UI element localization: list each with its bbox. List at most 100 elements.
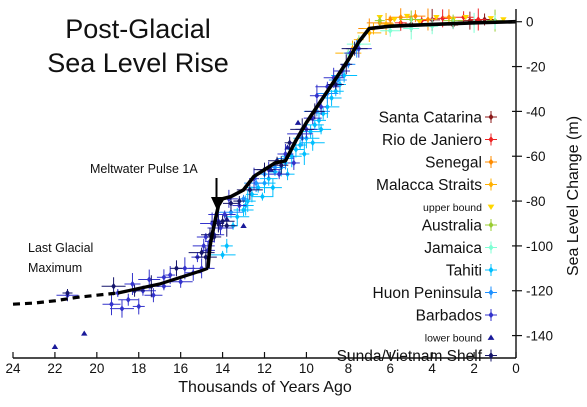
data-point-barbados [125,296,131,303]
y-axis-label: Sea Level Change (m) [565,116,582,276]
data-point-barbados [314,92,320,99]
legend: Santa Catarina Rio de Janiero Senegal Malac… [337,110,497,365]
data-point-huon-peninsula [253,179,259,187]
x-tick-label: 16 [173,361,188,376]
legend-label-huon-peninsula: Huon Peninsula [373,285,483,302]
legend-label-lower-bound: lower bound [425,333,482,345]
data-point-barbados [130,280,135,288]
x-tick-label: 4 [428,361,436,376]
legend-marker-sunda-vietnam-shelf [488,352,494,359]
trend-curve-main [206,19,517,269]
data-point-upper-bound [487,16,495,22]
data-point-sunda-vietnam-shelf [174,265,179,272]
data-point-sunda-vietnam-shelf [228,200,234,207]
data-point-upper-bound [500,17,507,23]
data-point-upper-bound [462,15,469,21]
data-point-barbados [146,276,152,283]
data-point-tahiti [312,121,318,129]
data-point-barbados [119,305,125,312]
x-tick-label: 24 [5,361,21,376]
y-tick-label: -80 [526,194,546,209]
data-point-barbados [182,265,188,272]
data-point-barbados [161,274,167,281]
data-point-lower-bound [294,119,302,125]
legend-label-tahiti: Tahiti [446,263,482,280]
data-point-sunda-vietnam-shelf [287,139,293,146]
data-point-tahiti [293,146,299,153]
data-point-barbados [115,289,121,297]
data-point-sunda-vietnam-shelf [236,197,242,205]
data-point-tahiti [341,72,347,79]
data-point-sunda-vietnam-shelf [65,289,70,297]
data-point-huon-peninsula [228,209,234,216]
data-point-barbados [167,271,173,279]
legend-marker-rio-de-janiero [488,136,494,143]
data-point-barbados [218,224,223,232]
data-point-sunda-vietnam-shelf [224,222,230,229]
legend-marker-malacca-straits [488,181,494,188]
legend-marker-barbados [488,311,494,319]
data-point-upper-bound [416,19,423,25]
data-point-lower-bound [240,222,247,228]
axes-group: 24 22 20 18 16 14 12 10 8 6 4 2 00-20-40-60-80-100-1… [5,9,553,376]
chart-title-group: Post-Glacial Sea Level Rise [47,14,229,78]
y-tick-label: -40 [526,104,546,119]
y-tick-label: -20 [526,60,546,75]
data-point-sunda-vietnam-shelf [111,283,116,290]
data-point-barbados [201,242,207,250]
data-point-senegal [387,16,393,23]
annotation-maximum: Maximum [28,261,82,275]
legend-label-upper-bound: upper bound [423,202,482,214]
data-point-tahiti [241,206,246,214]
data-point-tahiti [324,103,330,111]
legend-label-santa-catarina: Santa Catarina [379,110,483,127]
data-point-barbados [222,211,228,218]
data-point-tahiti [220,251,225,259]
data-point-australia [377,17,383,24]
data-point-tahiti [333,88,339,95]
legend-label-sunda-vietnam-shelf: Sunda/Vietnam Shelf [337,348,483,365]
x-tick-label: 20 [89,361,104,376]
data-point-jamaica [387,27,393,34]
annotation-last-glacial: Last Glacial [28,241,93,255]
y-tick-label: 0 [526,15,534,30]
x-tick-label: 6 [386,361,394,376]
legend-marker-upper-bound [487,204,495,211]
legend-marker-santa-catarina [488,113,494,121]
legend-label-jamaica: Jamaica [424,240,482,257]
data-point-santa-catarina [467,17,473,24]
data-point-tahiti [270,184,276,191]
trend-curve-dashed [12,291,118,306]
data-point-barbados [151,292,156,299]
data-point-senegal [398,14,404,21]
data-point-sunda-vietnam-shelf [278,162,284,169]
data-point-tahiti [318,126,324,133]
data-point-tahiti [245,197,251,205]
data-point-barbados [310,114,316,122]
data-point-tahiti [234,213,240,220]
data-point-lower-bound [81,330,88,336]
y-tick-label: -60 [526,149,546,164]
data-point-tahiti [329,94,334,102]
data-point-upper-bound [433,15,440,21]
data-point-tahiti [301,150,307,158]
legend-label-barbados: Barbados [416,308,483,325]
trend-curve-layer [12,19,517,306]
data-point-tahiti [320,110,326,117]
data-point-tahiti [249,191,255,198]
y-tick-label: -100 [526,239,553,254]
trend-curve-lower [117,266,209,295]
data-point-upper-bound [391,17,398,23]
x-tick-label: 12 [257,361,272,376]
legend-marker-lower-bound [487,334,495,340]
data-point-barbados [324,83,330,90]
data-point-tahiti [255,184,261,191]
data-point-tahiti [310,139,316,146]
y-tick-label: -120 [526,284,553,299]
legend-label-rio-de-janiero: Rio de Janiero [382,132,482,149]
legend-marker-senegal [488,158,494,166]
data-point-tahiti [308,128,314,135]
data-point-lower-bound [51,343,59,350]
chart-subtitle: Sea Level Rise [47,48,229,78]
